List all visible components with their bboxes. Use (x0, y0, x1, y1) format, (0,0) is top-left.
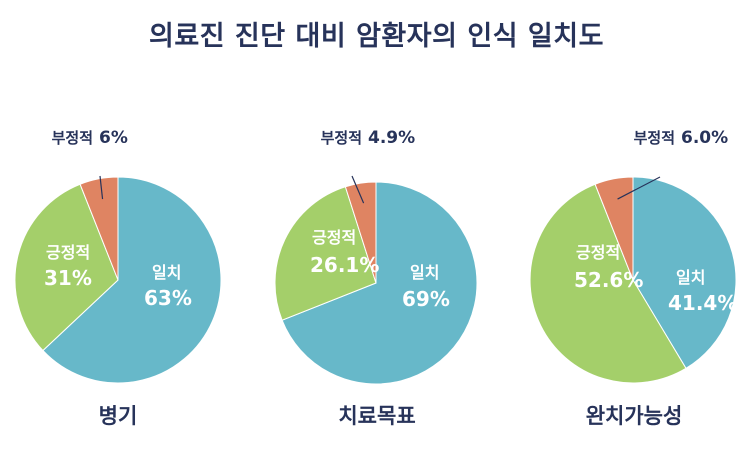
leader-line-treatment-goal-negative (351, 175, 365, 204)
slice-value-treatment-goal-negative: 4.9% (368, 128, 415, 148)
pie-title-cure-possibility: 완치가능성 (585, 404, 683, 428)
slice-value-cure-possibility-positive: 52.6% (574, 268, 643, 292)
pie-slice-treatment-goal-positive (274, 186, 377, 321)
slice-value-stage-negative: 6% (99, 128, 128, 148)
slice-value-treatment-goal-positive: 26.1% (310, 253, 379, 277)
slice-label-cure-possibility-negative: 부정적 (634, 129, 675, 147)
pie-slice-stage-positive (14, 183, 119, 352)
pie-title-stage: 병기 (98, 404, 138, 428)
pie-title-treatment-goal: 치료목표 (338, 404, 416, 428)
leader-line-cure-possibility-negative (617, 176, 661, 200)
pie-slice-cure-possibility-positive (529, 183, 687, 384)
chart-title: 의료진 진단 대비 암환자의 인식 일치도 (149, 21, 604, 52)
pie-slice-treatment-goal-negative (344, 181, 377, 284)
slice-value-stage-agree: 63% (144, 286, 192, 310)
slice-label-stage-agree: 일치 (152, 263, 181, 282)
slice-value-stage-positive: 31% (44, 266, 92, 290)
slice-value-treatment-goal-agree: 69% (402, 287, 450, 311)
pie-slice-treatment-goal-agree (281, 181, 478, 385)
pie-slice-stage-agree (42, 176, 222, 384)
slice-label-treatment-goal-negative: 부정적 (321, 129, 362, 147)
slice-value-cure-possibility-negative: 6.0% (681, 128, 728, 148)
pie-slice-cure-possibility-agree (632, 176, 737, 370)
leader-line-stage-negative (99, 175, 104, 200)
slice-label-cure-possibility-positive: 긍정적 (576, 243, 620, 262)
slice-label-stage-positive: 긍정적 (46, 243, 90, 262)
slice-label-treatment-goal-positive: 긍정적 (312, 228, 356, 247)
pie-slice-cure-possibility-negative (594, 176, 634, 281)
pie-slice-stage-negative (79, 176, 119, 281)
slice-label-treatment-goal-agree: 일치 (410, 263, 439, 282)
slice-value-cure-possibility-agree: 41.4% (668, 291, 737, 315)
slice-label-cure-possibility-agree: 일치 (676, 268, 705, 287)
slice-label-stage-negative: 부정적 (52, 129, 93, 147)
